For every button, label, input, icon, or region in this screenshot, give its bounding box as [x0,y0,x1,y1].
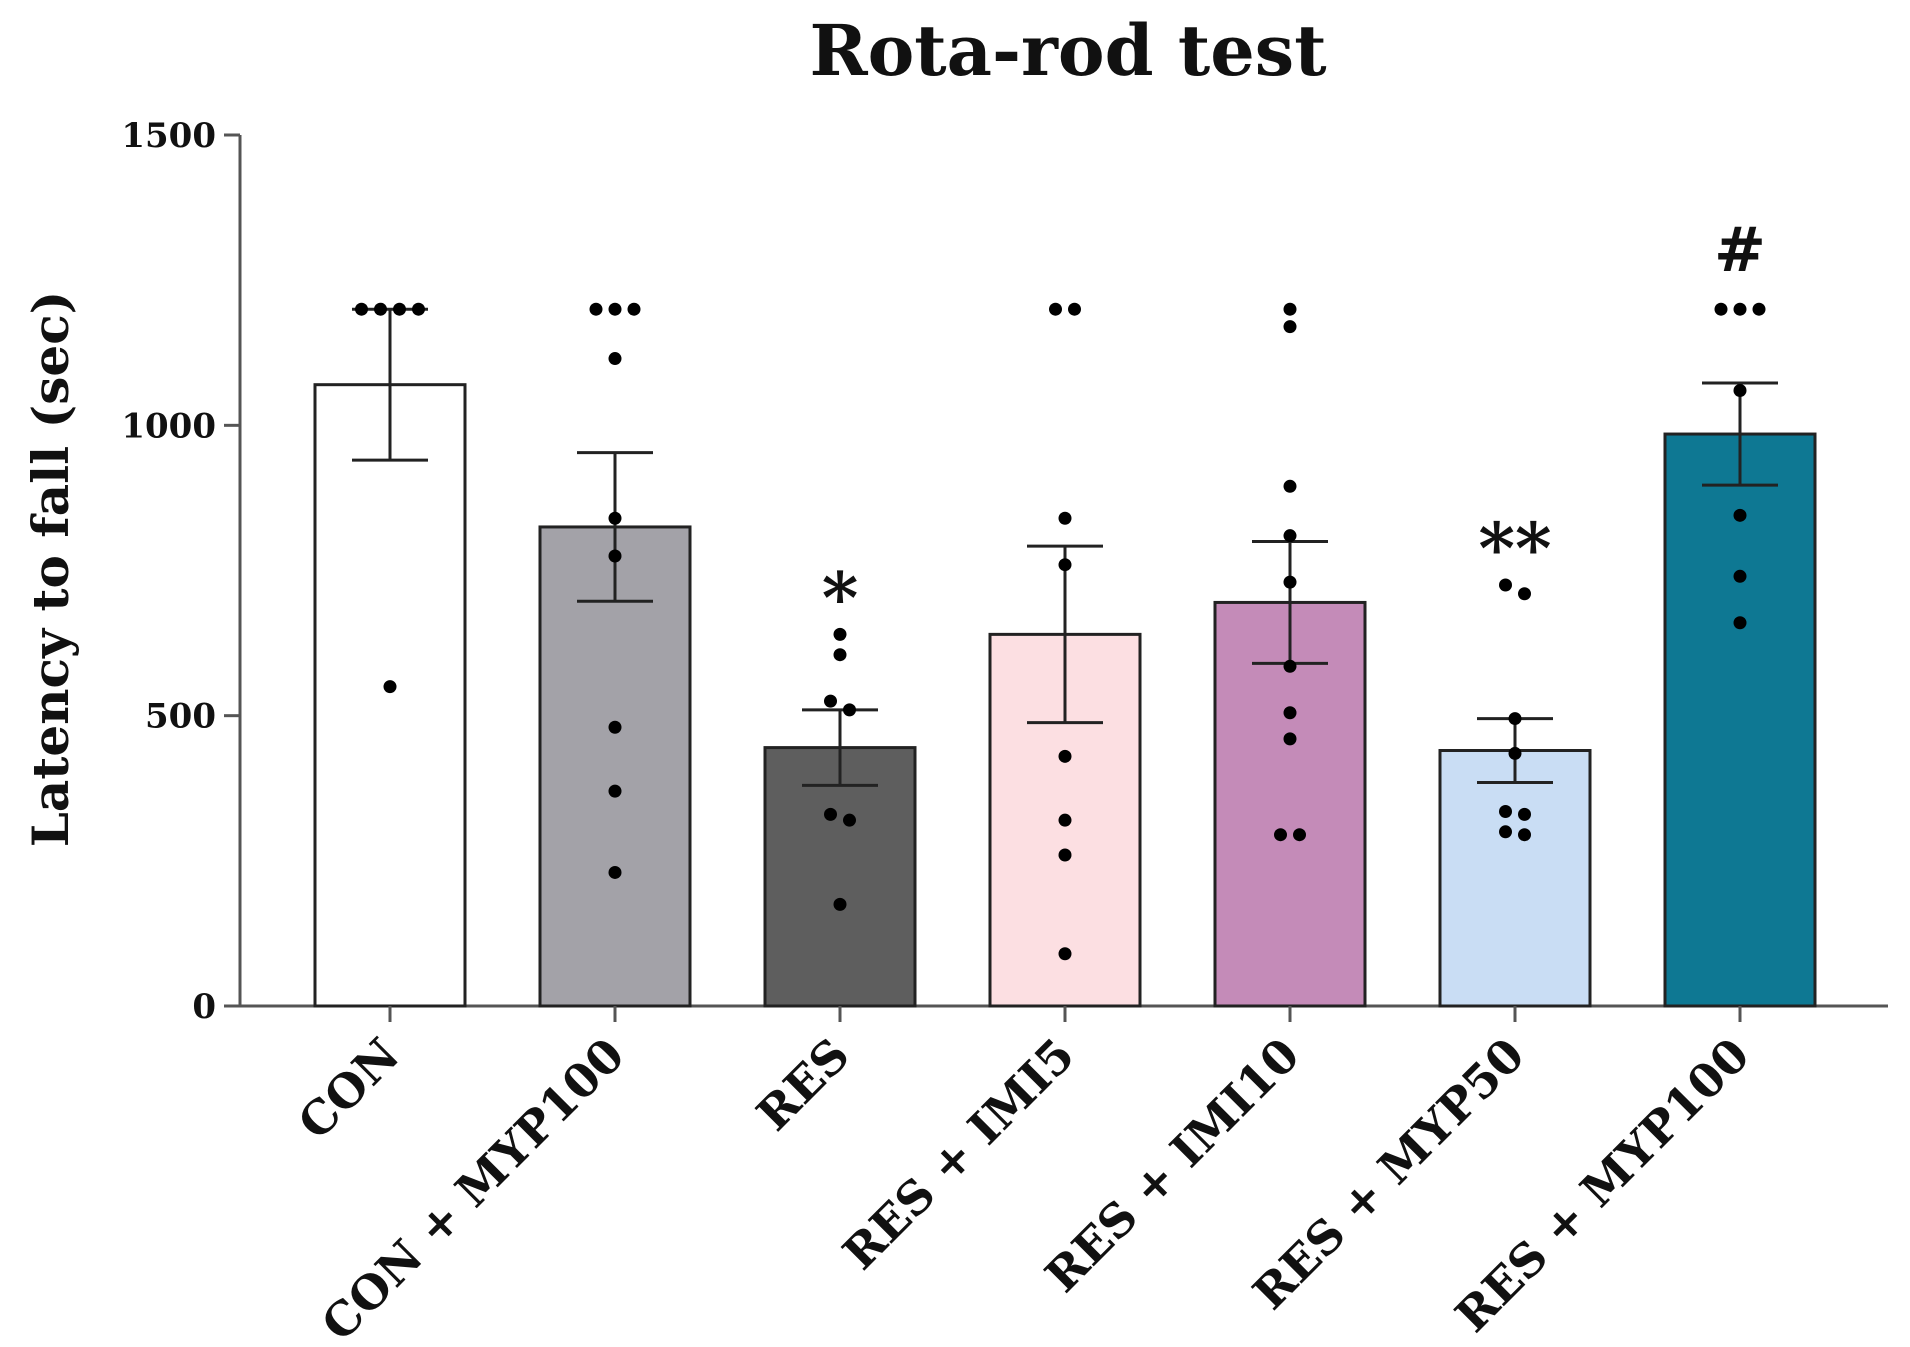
y-tick-label: 500 [145,697,216,737]
data-point [1058,947,1072,961]
bar [1438,749,1592,1008]
data-point [608,865,622,879]
data-point [824,694,837,708]
data-point [608,549,622,563]
data-point [393,302,406,316]
data-point [355,302,368,316]
data-point [1508,712,1522,726]
data-point [608,511,622,525]
data-point [1752,302,1766,316]
data-point [833,897,847,911]
data-point [1283,320,1297,334]
y-tick-label: 1000 [121,406,216,446]
data-point [1733,616,1747,630]
data-point [1283,575,1297,589]
data-point [1049,302,1062,316]
data-point [627,302,641,316]
bars-layer [313,383,1817,1008]
data-point [1068,302,1081,316]
data-point [608,352,622,366]
data-point [1274,828,1287,842]
y-tick-label: 0 [192,987,216,1027]
data-point [1058,511,1072,525]
data-point [1733,508,1747,522]
data-point [833,648,847,662]
data-point [1499,804,1512,818]
data-point [1714,302,1728,316]
data-point [383,680,397,694]
data-point [1733,302,1747,316]
data-point [1058,813,1072,827]
data-point [833,627,847,641]
chart-title: Rota-rod test [809,9,1326,92]
data-point [1283,706,1297,720]
significance-marker: # [1714,213,1766,286]
annotations-layer: ***# [822,213,1766,639]
data-point [1293,828,1306,842]
data-point [608,302,622,316]
data-point [1508,746,1522,760]
data-point [1283,479,1297,493]
data-point [1499,825,1512,839]
data-point [608,784,622,798]
data-point [1283,659,1297,673]
x-tick-label: RES + IMI5 [832,1028,1084,1280]
x-tick-label: CON [288,1028,410,1150]
data-point [1733,569,1747,583]
data-point [843,703,856,717]
data-point [1518,828,1531,842]
data-point [374,302,387,316]
data-point [1058,848,1072,862]
data-point [412,302,425,316]
data-point [1058,558,1072,572]
data-point [1518,807,1531,821]
data-point [1283,529,1297,543]
data-point [1283,732,1297,746]
bar [313,383,467,1008]
data-point [843,813,856,827]
y-axis-label: Latency to fall (sec) [21,291,80,848]
bar [763,746,917,1008]
data-point [824,807,837,821]
data-point [608,720,622,734]
data-point [1058,749,1072,763]
significance-marker: ** [1478,507,1551,590]
data-point [1733,383,1747,397]
x-tick-label: RES [746,1028,860,1142]
data-point [1518,587,1531,601]
bar [1663,432,1817,1008]
data-point [1499,578,1512,592]
points-layer [355,302,1766,961]
data-point [589,302,603,316]
data-point [1283,302,1297,316]
significance-marker: * [822,556,859,639]
y-tick-label: 1500 [121,116,216,156]
